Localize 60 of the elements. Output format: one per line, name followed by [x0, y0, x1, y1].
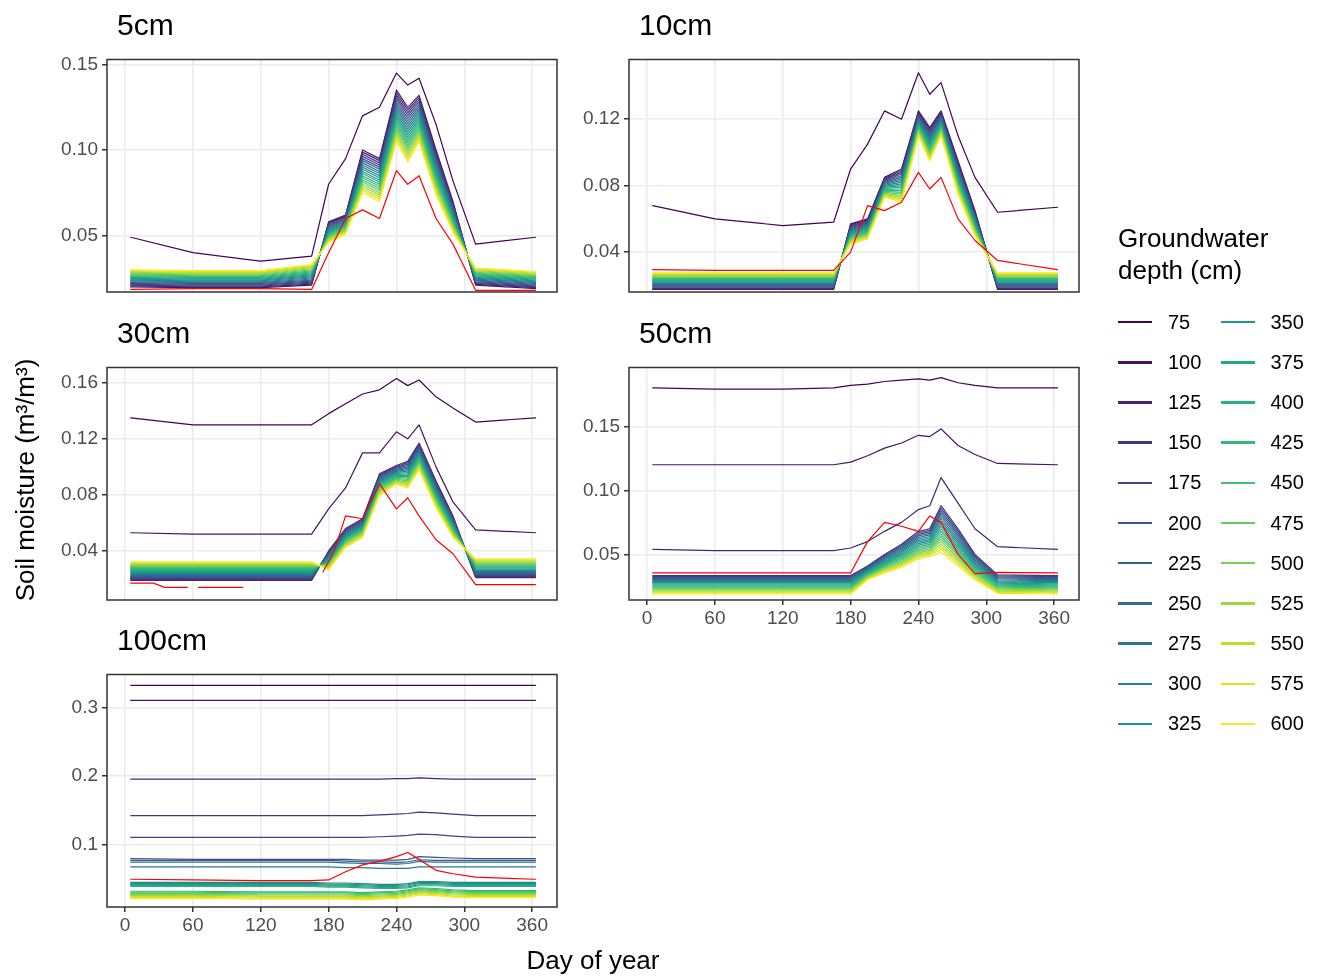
y-tick-label: 0.16 — [61, 371, 98, 393]
legend-label: 525 — [1270, 591, 1304, 615]
legend-label: 325 — [1168, 712, 1202, 736]
x-tick-label: 0 — [641, 606, 653, 628]
legend-label: 350 — [1270, 310, 1304, 334]
x-tick-label: 240 — [380, 913, 413, 935]
y-tick-label: 0.12 — [583, 107, 620, 129]
legend-label: 250 — [1168, 591, 1202, 615]
legend-label: 500 — [1270, 551, 1304, 575]
legend-label: 100 — [1168, 350, 1202, 374]
legend-label: 275 — [1168, 632, 1202, 656]
y-tick-label: 0.12 — [61, 427, 98, 449]
x-tick-label: 60 — [182, 913, 204, 935]
legend-title: Groundwater depth (cm) — [1118, 222, 1270, 286]
y-tick-label: 0.1 — [71, 832, 98, 854]
y-axis-title: Soil moisture (m³/m³) — [10, 358, 40, 602]
legend-label: 300 — [1168, 672, 1202, 696]
y-tick-label: 0.05 — [583, 542, 620, 564]
legend-label: 575 — [1270, 672, 1304, 696]
y-tick-label: 0.15 — [583, 414, 620, 436]
legend-label: 400 — [1270, 390, 1304, 414]
legend-label: 475 — [1270, 511, 1304, 535]
y-tick-label: 0.3 — [71, 695, 98, 717]
legend-label: 75 — [1168, 310, 1191, 334]
x-tick-label: 180 — [834, 606, 867, 628]
y-tick-label: 0.08 — [61, 483, 98, 505]
legend-label: 175 — [1168, 471, 1202, 495]
chart-title: 50cm — [639, 316, 713, 350]
x-tick-label: 0 — [119, 913, 131, 935]
x-tick-label: 60 — [704, 606, 726, 628]
y-tick-label: 0.04 — [583, 240, 621, 262]
legend-label: 200 — [1168, 511, 1202, 535]
chart-title: 10cm — [639, 8, 713, 42]
chart-title: 30cm — [117, 316, 191, 350]
y-tick-label: 0.10 — [61, 138, 98, 160]
chart-title: 100cm — [117, 623, 208, 657]
y-tick-label: 0.15 — [61, 52, 98, 74]
x-tick-label: 360 — [516, 913, 548, 935]
legend-label: 150 — [1168, 431, 1202, 455]
x-tick-label: 240 — [902, 606, 935, 628]
x-axis-title: Day of year — [526, 945, 660, 975]
legend-label: 425 — [1270, 431, 1304, 455]
legend-label: 450 — [1270, 471, 1304, 495]
x-tick-label: 300 — [448, 913, 481, 935]
legend-label: 225 — [1168, 551, 1202, 575]
legend-label: 600 — [1270, 712, 1304, 736]
x-tick-label: 120 — [766, 606, 799, 628]
x-tick-label: 120 — [244, 913, 277, 935]
y-tick-label: 0.05 — [61, 223, 98, 245]
y-tick-label: 0.08 — [583, 173, 620, 195]
y-tick-label: 0.10 — [583, 478, 620, 500]
x-tick-label: 360 — [1038, 606, 1070, 628]
chart-title: 5cm — [117, 8, 174, 42]
x-tick-label: 300 — [970, 606, 1003, 628]
y-tick-label: 0.04 — [61, 539, 99, 561]
legend-label: 550 — [1270, 632, 1304, 656]
legend-label: 375 — [1270, 350, 1304, 374]
legend-label: 125 — [1168, 390, 1202, 414]
y-tick-label: 0.2 — [71, 764, 98, 786]
x-tick-label: 180 — [312, 913, 345, 935]
